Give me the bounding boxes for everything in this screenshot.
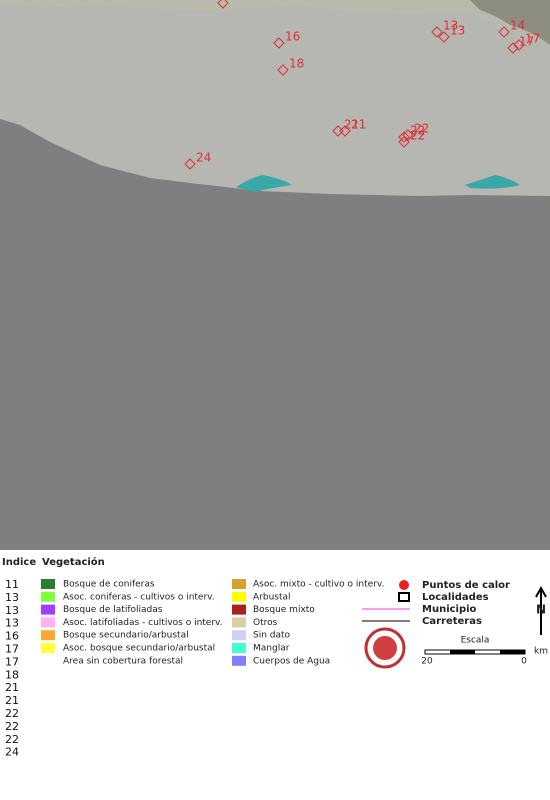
north-label: N (536, 603, 546, 617)
vegetation-label: Bosque de latifoliadas (63, 605, 163, 615)
north-arrow-head (535, 585, 547, 598)
scale-segment (450, 650, 475, 654)
hotspot-label: 13 (450, 24, 465, 38)
hotspot-label: 16 (285, 30, 300, 44)
vegetation-swatch (232, 630, 246, 641)
locality-symbol (398, 592, 410, 602)
hotspot-marker (217, 0, 229, 9)
hotspot-label: 17 (519, 35, 534, 49)
index-item: 17 (5, 655, 19, 668)
index-item: 24 (5, 746, 19, 759)
hotspot-label: 21 (344, 118, 359, 132)
scale-title: Escala (461, 636, 490, 646)
index-title: Indice (2, 557, 36, 568)
vegetation-label: Asoc. bosque secundario/arbustal (63, 644, 215, 654)
index-item: 22 (5, 707, 19, 720)
index-item: 22 (5, 720, 19, 733)
index-item: 13 (5, 617, 19, 630)
hotspot-marker (507, 42, 519, 54)
hotspot-label: 22 (410, 124, 425, 138)
emblem-core (373, 636, 397, 660)
hotspot-label: 21 (351, 118, 366, 132)
hotspot-label: 17 (525, 32, 540, 46)
water-body (465, 175, 520, 189)
locality-label: Localidades (422, 592, 489, 603)
municipality-label: Municipio (422, 604, 477, 615)
hotspot-marker (273, 37, 285, 49)
hotspot-label: 13 (443, 19, 458, 33)
vegetation-swatch (232, 591, 246, 602)
vegetation-label: Cuerpos de Agua (253, 656, 330, 666)
index-item: 21 (5, 694, 19, 707)
vegetation-label: Sin dato (253, 631, 291, 641)
hotspot-marker (398, 136, 410, 148)
hotspot-marker (438, 31, 450, 43)
vegetation-swatch (41, 604, 55, 615)
mountains (470, 0, 550, 45)
hotspot-marker (398, 131, 410, 143)
vegetation-swatch (41, 643, 55, 653)
hotspot-label: 18 (289, 57, 304, 71)
vegetation-swatch (232, 617, 246, 628)
vegetation-label: Asoc. mixto - cultivo o interv. (253, 580, 384, 590)
hotspot-label: 22 (414, 122, 429, 136)
hotspot-marker (184, 158, 196, 170)
vegetation-swatch (41, 630, 55, 641)
road-label: Carreteras (422, 616, 482, 627)
vegetation-label: Asoc. latifoliadas - cultivos o interv. (63, 618, 223, 628)
vegetation-label: Area sin cobertura forestal (63, 656, 183, 666)
vegetation-swatch (41, 579, 55, 589)
index-item: 16 (5, 630, 19, 643)
vegetation-swatch (232, 643, 246, 653)
hotspot-label: Puntos de calor (422, 580, 510, 591)
vegetation-label: Manglar (253, 644, 290, 654)
vegetation-label: Otros (253, 618, 278, 628)
hotspot-marker (277, 64, 289, 76)
hotspot-marker (339, 125, 351, 137)
index-item: 13 (5, 604, 19, 617)
hotspot-label: 14 (510, 19, 525, 33)
hotspot-marker (431, 26, 443, 38)
index-item: 18 (5, 668, 19, 681)
scale-right: 0 (521, 657, 527, 667)
hotspot-marker (498, 26, 510, 38)
index-item: 11 (5, 578, 19, 591)
hotspot-marker (513, 39, 525, 51)
legend: Indice Vegetación Puntos de calor Locali… (2, 556, 548, 669)
land (0, 0, 550, 196)
index-item: 22 (5, 733, 19, 746)
scale-segment (500, 650, 525, 654)
water-body (236, 175, 292, 192)
vegetation-label: Bosque mixto (253, 605, 315, 615)
index-item: 21 (5, 681, 19, 694)
vegetation-title: Vegetación (42, 556, 105, 568)
vegetation-swatch (41, 617, 55, 628)
hotspot-marker (402, 129, 414, 141)
hotspot-label: 22 (410, 129, 425, 143)
vegetation-label: Bosque secundario/arbustal (63, 631, 189, 641)
vegetation-label: Asoc. coniferas - cultivos o interv. (63, 592, 215, 602)
index-item: 17 (5, 643, 19, 656)
vegetation-swatch (232, 655, 246, 666)
vegetation-label: Bosque de coniferas (63, 580, 155, 590)
hotspot-symbol (399, 580, 409, 590)
vegetation-swatch (232, 579, 246, 589)
vegetation-swatch (41, 591, 55, 602)
terrain (0, 0, 550, 40)
scale-left: 20 (421, 657, 433, 667)
vegetation-swatch (232, 604, 246, 615)
vegetation-label: Arbustal (253, 592, 291, 602)
scale-unit: km (534, 647, 548, 657)
hotspot-label: 24 (196, 151, 211, 165)
index-item: 13 (5, 591, 19, 604)
